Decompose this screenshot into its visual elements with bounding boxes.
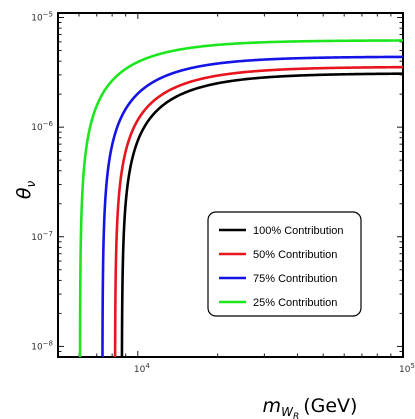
tick-label-group: 104 105 10−8 10−7 10−6 10−5 xyxy=(31,11,415,375)
legend-items: 100% Contribution 50% Contribution 75% Con… xyxy=(219,225,344,309)
x-axis-title-subsub: R xyxy=(293,412,299,419)
y-axis-title-main: θ xyxy=(13,187,35,199)
tick-group xyxy=(57,13,404,358)
series-line-1 xyxy=(120,72,404,358)
series-line-2 xyxy=(113,65,404,358)
x-tick-label: 104 xyxy=(134,362,150,375)
series-line-4 xyxy=(78,39,403,357)
legend-label: 50% Contribution xyxy=(253,249,337,261)
y-tick-label: 10−6 xyxy=(31,120,53,133)
y-axis-title-sub: ν xyxy=(24,181,38,188)
legend-label: 25% Contribution xyxy=(253,297,337,309)
legend: 100% Contribution 50% Contribution 75% Con… xyxy=(207,211,362,317)
series-group xyxy=(78,39,404,358)
y-tick-label: 10−5 xyxy=(31,11,53,24)
series-line-3 xyxy=(101,55,404,358)
legend-box xyxy=(207,211,362,317)
x-axis-title-sub: W xyxy=(281,405,294,419)
y-axis-title: θν xyxy=(13,181,38,200)
x-tick-label: 105 xyxy=(399,362,415,375)
legend-label: 100% Contribution xyxy=(253,225,344,237)
y-tick-label: 10−8 xyxy=(31,339,53,352)
plot-frame xyxy=(57,12,404,358)
legend-label: 75% Contribution xyxy=(253,273,337,285)
x-axis-title-main: m xyxy=(263,395,282,417)
x-axis-title-unit: (GeV) xyxy=(303,395,357,417)
x-axis-title: mWR (GeV) xyxy=(263,395,358,419)
y-tick-label: 10−7 xyxy=(31,230,53,243)
